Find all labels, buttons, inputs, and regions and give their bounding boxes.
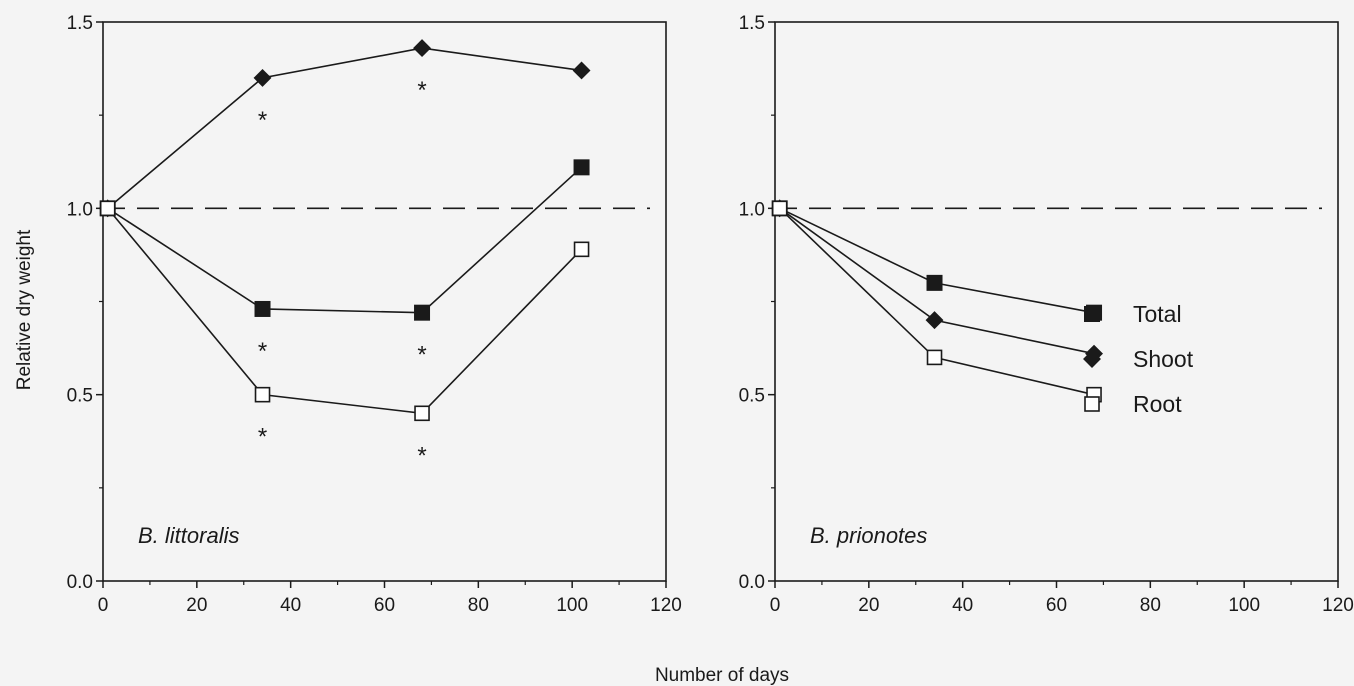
- data-point-total: [926, 274, 943, 291]
- x-tick-label: 40: [280, 595, 301, 616]
- y-tick-label: 1.5: [739, 13, 765, 34]
- data-point-shoot: [253, 68, 272, 87]
- series-line-root: [107, 207, 583, 415]
- x-tick-label: 20: [858, 595, 879, 616]
- series-line-root: [779, 207, 1095, 396]
- y-tick-label: 0.5: [739, 386, 765, 407]
- legend-item-total: Total: [1084, 301, 1182, 327]
- x-tick-label: 80: [1140, 595, 1161, 616]
- series-line-total: [107, 166, 583, 314]
- x-tick-label: 80: [468, 595, 489, 616]
- significance-marker: *: [417, 77, 426, 104]
- x-axis-title: Number of days: [655, 665, 789, 686]
- panel-label: B. littoralis: [138, 523, 239, 548]
- data-point-total: [254, 300, 271, 317]
- x-tick-label: 0: [98, 595, 109, 616]
- y-tick-label: 1.0: [739, 199, 765, 220]
- significance-marker: *: [417, 342, 426, 369]
- data-point-shoot: [925, 311, 944, 330]
- significance-marker: *: [417, 442, 426, 469]
- significance-marker: *: [258, 107, 267, 134]
- x-tick-label: 120: [1322, 595, 1354, 616]
- plot-frame: [774, 21, 1339, 582]
- series-line-total: [779, 207, 1095, 314]
- x-tick-label: 100: [556, 595, 588, 616]
- x-tick-label: 20: [186, 595, 207, 616]
- data-point-shoot: [572, 61, 591, 80]
- panel-1: 0.0 0.5 1.0 1.5 0 20 40 60 80 100 120 * * * * * * B. litt…: [67, 13, 682, 616]
- data-point-root: [926, 349, 943, 366]
- legend-marker-shoot: [1083, 350, 1101, 368]
- data-point-root: [414, 405, 430, 422]
- panel-2: 0.0 0.5 1.0 1.5 0 20 40 60 80 100 120 B. prionotes: [739, 13, 1354, 616]
- plot-frame: [102, 21, 667, 582]
- legend-label: Shoot: [1133, 346, 1194, 372]
- legend-item-root: Root: [1084, 391, 1182, 417]
- data-point-total: [414, 304, 431, 321]
- legend-marker-root: [1084, 396, 1100, 412]
- y-tick-label: 0.0: [739, 572, 765, 593]
- legend-label: Total: [1133, 301, 1182, 327]
- data-point-root: [573, 241, 590, 258]
- legend-item-shoot: Shoot: [1083, 346, 1194, 372]
- y-tick-label: 0.5: [67, 386, 93, 407]
- significance-marker: *: [258, 338, 267, 365]
- x-tick-label: 60: [1046, 595, 1067, 616]
- legend: Total Shoot Root: [1083, 301, 1194, 417]
- panel-label: B. prionotes: [810, 523, 927, 548]
- data-point-root: [771, 200, 788, 217]
- x-tick-label: 60: [374, 595, 395, 616]
- data-point-root: [254, 386, 271, 403]
- y-tick-label: 1.0: [67, 199, 93, 220]
- y-axis-title: Relative dry weight: [14, 229, 35, 390]
- legend-label: Root: [1133, 391, 1182, 417]
- data-point-root: [99, 200, 116, 217]
- y-tick-label: 0.0: [67, 572, 93, 593]
- legend-marker-total: [1084, 306, 1100, 322]
- data-point-shoot: [413, 39, 431, 58]
- x-tick-label: 100: [1228, 595, 1260, 616]
- significance-marker: *: [258, 424, 267, 451]
- x-tick-label: 40: [952, 595, 973, 616]
- x-tick-label: 0: [770, 595, 781, 616]
- series-line-shoot: [107, 47, 582, 209]
- y-tick-label: 1.5: [67, 13, 93, 34]
- data-point-total: [573, 159, 590, 176]
- x-tick-label: 120: [650, 595, 682, 616]
